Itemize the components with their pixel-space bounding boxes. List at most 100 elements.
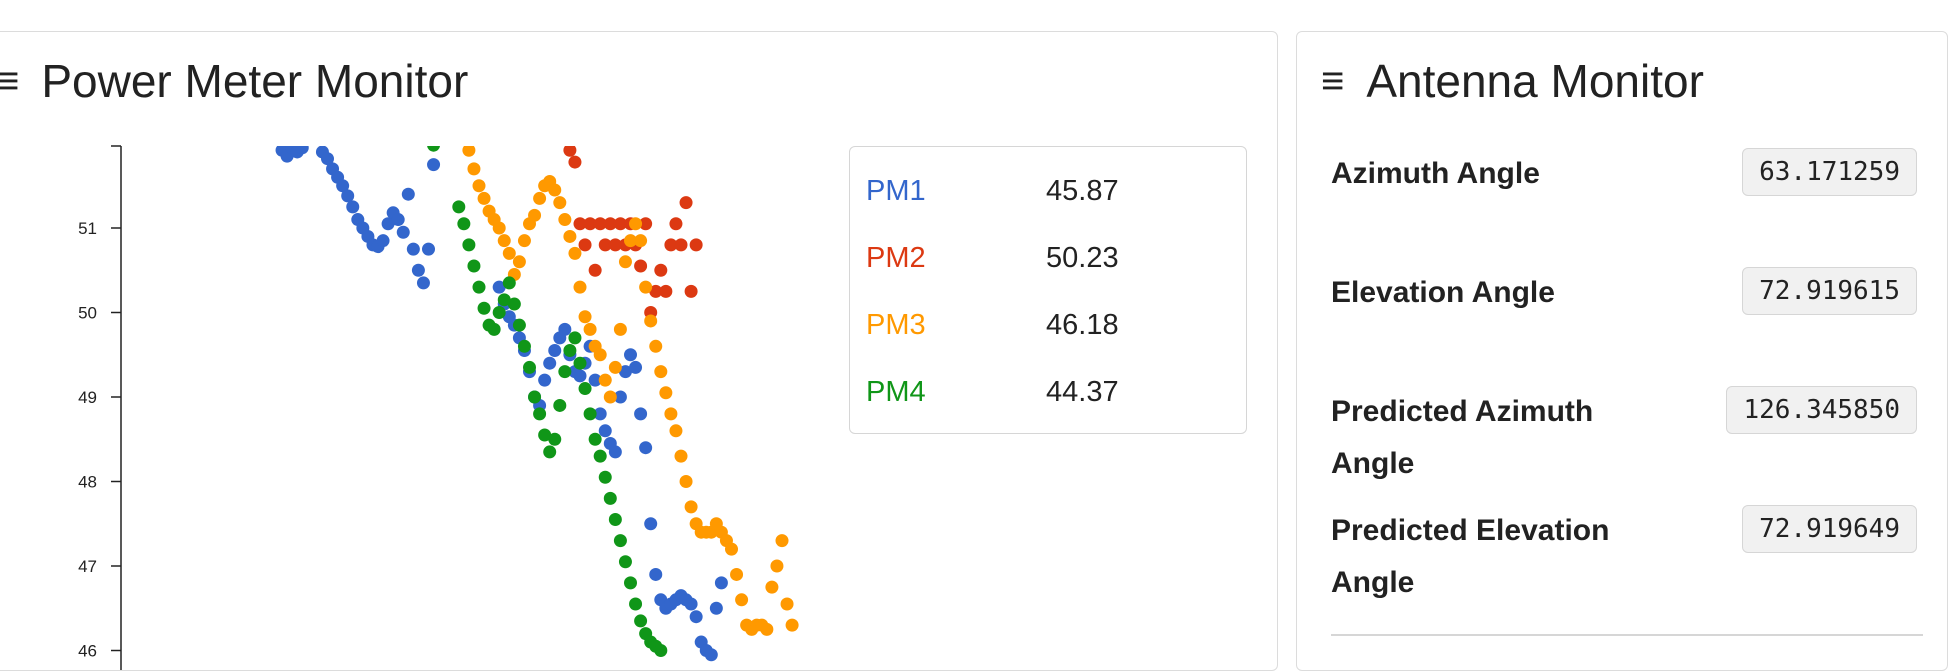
data-point-pm3 — [634, 234, 648, 248]
data-point-pm3 — [533, 191, 547, 205]
data-point-pm1 — [689, 610, 703, 624]
data-point-pm3 — [780, 597, 794, 611]
data-point-pm3 — [649, 339, 663, 353]
data-point-pm1 — [538, 373, 552, 387]
data-point-pm4 — [528, 390, 542, 404]
data-point-pm1 — [295, 146, 309, 155]
data-point-pm1 — [341, 189, 355, 203]
data-point-pm4 — [512, 318, 526, 332]
legend-name: PM4 — [866, 376, 926, 408]
data-point-pm3 — [613, 322, 627, 336]
data-point-pm1 — [704, 648, 718, 662]
data-point-pm3 — [624, 234, 637, 248]
y-tick-label: 49 — [78, 388, 97, 407]
menu-icon[interactable]: ≡ — [0, 61, 19, 101]
data-point-pm1 — [376, 234, 390, 248]
data-point-pm1 — [634, 407, 648, 421]
data-point-pm1 — [593, 407, 607, 421]
data-point-pm1 — [629, 360, 643, 374]
data-point-pm2 — [634, 259, 648, 273]
data-point-pm2 — [659, 284, 673, 298]
data-point-pm4 — [517, 339, 531, 353]
data-point-pm4 — [467, 259, 481, 273]
data-point-pm1 — [406, 242, 420, 256]
data-point-pm1 — [618, 365, 632, 379]
predicted-elevation-label: Predicted Elevation Angle — [1331, 514, 1610, 599]
data-point-pm3 — [730, 567, 744, 581]
data-point-pm2 — [654, 263, 668, 277]
data-point-pm3 — [583, 322, 597, 336]
data-point-pm1 — [649, 567, 663, 581]
legend-row-pm1: PM1 45.87 — [866, 175, 1119, 208]
data-point-pm1 — [427, 158, 441, 172]
legend-name: PM3 — [866, 309, 926, 341]
elevation-label: Elevation Angle — [1331, 276, 1555, 309]
data-point-pm2 — [563, 146, 577, 157]
data-point-pm3 — [735, 593, 749, 607]
y-tick-label: 48 — [78, 473, 97, 492]
legend-row-pm3: PM3 46.18 — [866, 309, 1119, 342]
data-point-pm3 — [517, 234, 531, 248]
data-point-pm3 — [664, 407, 678, 421]
data-point-pm4 — [492, 306, 506, 319]
data-point-pm4 — [548, 432, 562, 446]
data-point-pm3 — [765, 580, 779, 594]
data-point-pm4 — [593, 449, 607, 463]
data-point-pm2 — [583, 217, 597, 231]
data-point-pm2 — [588, 263, 602, 277]
data-point-pm3 — [548, 183, 562, 197]
data-point-pm4 — [452, 200, 466, 214]
data-point-pm2 — [578, 238, 592, 252]
data-point-pm1 — [346, 200, 360, 214]
legend-value: 46.18 — [1046, 309, 1119, 341]
predicted-azimuth-label: Predicted Azimuth Angle — [1331, 395, 1594, 480]
divider — [1331, 634, 1923, 636]
panel-title: Power Meter Monitor — [41, 55, 469, 107]
data-point-pm4 — [629, 597, 643, 611]
antenna-header: ≡ Antenna Monitor — [1321, 54, 1704, 108]
panel-title: Antenna Monitor — [1366, 55, 1704, 107]
data-point-pm3 — [659, 386, 673, 400]
data-point-pm1 — [336, 179, 350, 193]
y-tick-label: 46 — [78, 642, 97, 661]
data-point-pm1 — [644, 517, 658, 531]
data-point-pm4 — [583, 407, 597, 421]
data-point-pm4 — [578, 382, 592, 396]
legend-value: 50.23 — [1046, 242, 1119, 274]
data-point-pm2 — [598, 238, 612, 252]
data-point-pm3 — [684, 500, 698, 514]
data-point-pm1 — [381, 217, 395, 231]
data-point-pm1 — [543, 356, 557, 370]
data-point-pm3 — [669, 424, 683, 438]
data-point-pm3 — [512, 255, 526, 269]
data-point-pm4 — [523, 360, 536, 374]
menu-icon[interactable]: ≡ — [1321, 59, 1345, 103]
data-point-pm2 — [568, 155, 582, 169]
data-point-pm4 — [487, 322, 501, 336]
data-point-pm4 — [558, 365, 572, 379]
data-point-pm1 — [588, 373, 602, 387]
data-point-pm1 — [624, 348, 637, 362]
data-point-pm2 — [669, 217, 683, 231]
data-point-pm2 — [664, 238, 678, 252]
data-point-pm4 — [598, 470, 612, 484]
data-point-pm3 — [639, 280, 653, 294]
data-point-pm3 — [725, 542, 738, 556]
data-point-pm4 — [533, 407, 547, 421]
data-point-pm4 — [618, 555, 632, 569]
legend-name: PM1 — [866, 175, 926, 207]
data-point-pm3 — [770, 559, 784, 573]
data-point-pm3 — [629, 217, 643, 231]
data-point-pm3 — [528, 208, 542, 222]
data-point-pm2 — [608, 238, 622, 252]
data-point-pm3 — [603, 390, 617, 404]
data-point-pm1 — [573, 369, 587, 383]
data-point-pm3 — [775, 534, 789, 548]
data-point-pm2 — [689, 238, 703, 252]
data-point-pm2 — [593, 217, 607, 231]
legend-row-pm2: PM2 50.23 — [866, 242, 1119, 275]
data-point-pm3 — [785, 618, 799, 632]
data-point-pm1 — [639, 441, 653, 455]
data-point-pm4 — [603, 491, 617, 505]
data-point-pm1 — [548, 344, 562, 358]
